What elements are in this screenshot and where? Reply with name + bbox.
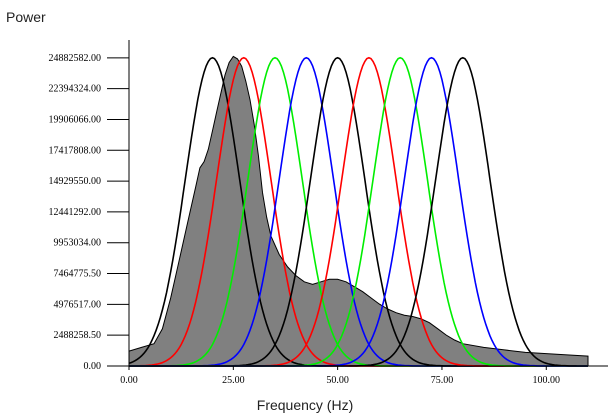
x-tick-label: 50.00: [326, 375, 349, 386]
y-tick-label: 19906066.00: [49, 114, 102, 125]
y-tick-label: 9953034.00: [54, 238, 102, 249]
y-tick-label: 24882582.00: [49, 53, 102, 64]
y-ticks-group: 0.00 2488258.50 4976517.00 7464775.50 995303…: [49, 53, 129, 372]
y-tick-label: 12441292.00: [49, 207, 102, 218]
y-tick-label: 7464775.50: [54, 269, 102, 280]
spectrum-area-group: [128, 55, 589, 367]
x-ticks-group: 0.00 25.00 50.00 75.00 100.00: [120, 366, 560, 386]
y-tick-label: 4976517.00: [54, 299, 102, 310]
x-tick-label: 75.00: [431, 375, 454, 386]
x-axis-label: Frequency (Hz): [257, 397, 353, 413]
axes-group: [128, 40, 608, 367]
y-tick-label: 2488258.50: [54, 330, 102, 341]
spectrum-area: [128, 55, 589, 367]
y-tick-label: 14929550.00: [49, 176, 102, 187]
x-tick-label: 100.00: [533, 375, 561, 386]
x-tick-label: 25.00: [222, 375, 245, 386]
x-tick-label: 0.00: [120, 375, 138, 386]
y-tick-label: 0.00: [84, 361, 102, 372]
y-tick-label: 22394324.00: [49, 84, 102, 95]
y-tick-label: 17417808.00: [49, 145, 102, 156]
y-axis-label: Power: [6, 9, 46, 25]
